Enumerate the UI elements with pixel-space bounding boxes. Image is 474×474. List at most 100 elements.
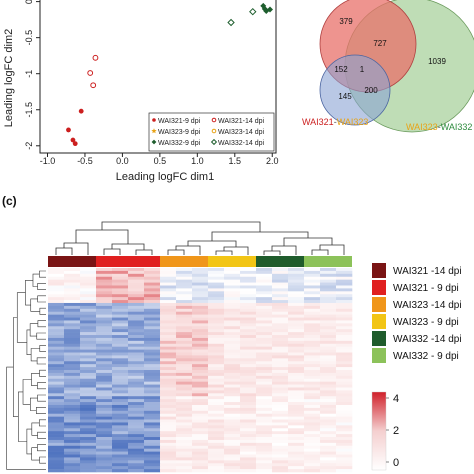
heatmap-cell <box>224 437 241 441</box>
heatmap-cell <box>192 442 209 447</box>
dendrogram-branch <box>13 317 19 417</box>
heatmap-cell <box>256 335 273 339</box>
heatmap-cell <box>208 314 225 318</box>
dendrogram-branch <box>39 369 46 377</box>
mds-point <box>87 70 94 76</box>
heatmap-cell <box>224 387 241 391</box>
heatmap-cell <box>64 268 81 272</box>
heatmap-cell <box>320 302 337 307</box>
heatmap-cell <box>96 402 113 406</box>
heatmap-cell <box>256 407 273 412</box>
heatmap-cell <box>304 311 321 315</box>
heatmap-cell <box>224 302 241 307</box>
heatmap-cell <box>128 273 145 278</box>
heatmap-cell <box>96 381 113 385</box>
heatmap-cell <box>112 445 129 449</box>
heatmap-cell <box>336 390 353 394</box>
heatmap-cell <box>208 393 225 397</box>
heatmap-cell <box>160 413 177 417</box>
heatmap-cell <box>112 326 129 330</box>
heatmap-cell <box>256 463 273 467</box>
heatmap-cell <box>288 460 305 464</box>
heatmap-cell <box>336 291 353 295</box>
heatmap-cell <box>336 404 353 409</box>
heatmap-cell <box>336 451 353 455</box>
mds-legend-marker <box>152 118 156 122</box>
heatmap-cell <box>288 422 305 426</box>
heatmap-cell <box>336 419 353 423</box>
heatmap-cell <box>304 372 321 377</box>
heatmap-cell <box>160 448 177 452</box>
heatmap-cell <box>64 300 81 304</box>
heatmap-cell <box>192 419 209 423</box>
heatmap-cell <box>64 384 81 388</box>
heatmap-cell <box>160 434 177 438</box>
heatmap-cell <box>208 404 225 409</box>
heatmap-cell <box>272 291 289 295</box>
heatmap-cell <box>96 355 113 359</box>
heatmap-cell <box>320 326 337 330</box>
heatmap-cell <box>128 437 145 441</box>
heatmap-cell <box>288 294 305 298</box>
heatmap-cell <box>144 349 161 353</box>
heatmap-cell <box>256 387 273 391</box>
heatmap-cell <box>272 428 289 432</box>
heatmap-cell <box>48 320 65 324</box>
heatmap-legend-label: WAI323 -14 dpi <box>393 300 462 311</box>
heatmap-cell <box>192 294 209 298</box>
heatmap-cell <box>240 367 257 371</box>
heatmap-cell <box>80 337 97 342</box>
heatmap-cell <box>272 454 289 458</box>
heatmap-cell <box>192 270 209 275</box>
heatmap-cell <box>176 294 193 298</box>
heatmap-cell <box>80 407 97 412</box>
heatmap-cell <box>288 419 305 423</box>
heatmap-cell <box>160 381 177 385</box>
heatmap-cell <box>272 364 289 368</box>
heatmap-cell <box>320 349 337 353</box>
heatmap-cell <box>240 387 257 391</box>
heatmap-cell <box>160 340 177 345</box>
heatmap-cell <box>224 332 241 336</box>
heatmap-cell <box>272 451 289 455</box>
dendrogram-branch <box>37 431 46 439</box>
heatmap-cell <box>272 279 289 283</box>
heatmap-cell <box>160 402 177 406</box>
heatmap-cell <box>192 390 209 394</box>
heatmap-cell <box>272 326 289 330</box>
heatmap-cell <box>112 276 129 280</box>
mds-point <box>66 127 71 133</box>
heatmap-cell <box>240 375 257 380</box>
heatmap-cell <box>64 396 81 400</box>
heatmap-cell <box>160 279 177 283</box>
heatmap-cell <box>192 268 209 272</box>
heatmap-cell <box>224 431 241 435</box>
heatmap-cell <box>64 407 81 412</box>
heatmap-cell <box>336 439 353 444</box>
heatmap-cell <box>176 404 193 409</box>
heatmap-cell <box>144 381 161 385</box>
heatmap-cell <box>96 297 113 301</box>
heatmap-cell <box>256 402 273 406</box>
heatmap-cell <box>192 384 209 388</box>
heatmap-cell <box>160 273 177 278</box>
heatmap-cell <box>48 308 65 313</box>
heatmap-cell <box>336 279 353 283</box>
heatmap-cell <box>112 323 129 327</box>
heatmap-cell <box>128 317 145 321</box>
heatmap-cell <box>112 407 129 412</box>
heatmap-cell <box>288 448 305 452</box>
heatmap-cell <box>144 320 161 324</box>
heatmap-cell <box>208 300 225 304</box>
heatmap-cell <box>80 416 97 420</box>
heatmap-cell <box>208 410 225 415</box>
heatmap-cell <box>320 308 337 313</box>
heatmap-cell <box>208 349 225 353</box>
heatmap-cell <box>112 305 129 310</box>
heatmap-cell <box>320 457 337 461</box>
heatmap-cell <box>336 326 353 330</box>
heatmap-cell <box>288 349 305 353</box>
heatmap-cell <box>320 311 337 315</box>
heatmap-cell <box>48 300 65 304</box>
heatmap-cell <box>176 451 193 455</box>
